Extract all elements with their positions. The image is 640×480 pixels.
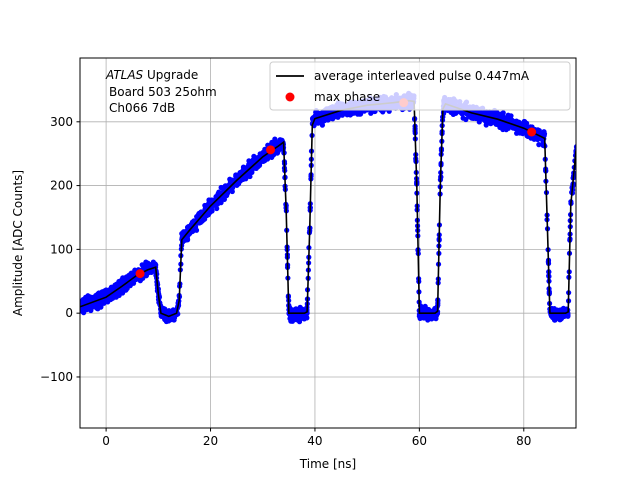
x-tick-label: 0	[102, 434, 110, 448]
sample-point	[256, 162, 263, 168]
sample-point	[205, 210, 211, 216]
sample-point	[229, 188, 235, 195]
annotation-line-2: Board 503 25ohm	[109, 85, 217, 99]
sample-point	[289, 318, 296, 324]
y-axis-ticks: −100 0 100 200 300	[40, 115, 80, 384]
legend-entry-average: average interleaved pulse 0.447mA	[314, 69, 530, 83]
legend-marker-swatch	[285, 92, 295, 102]
axes-frame	[79, 57, 577, 429]
annotation-line-3: Ch066 7dB	[109, 101, 175, 115]
max-phase-point	[527, 127, 537, 137]
sample-point	[573, 145, 576, 151]
sample-point	[217, 199, 224, 205]
annotation-line-1: ATLAS Upgrade	[105, 68, 198, 82]
x-axis-label: Time [ns]	[299, 457, 356, 471]
sample-point	[368, 110, 374, 116]
legend-box	[269, 61, 571, 111]
sample-point	[193, 227, 200, 233]
sample-point	[500, 110, 506, 116]
legend: average interleaved pulse 0.447mA max ph…	[269, 61, 571, 111]
sample-point	[476, 119, 482, 125]
y-tick-label: 200	[50, 179, 73, 193]
x-tick-label: 20	[203, 434, 218, 448]
max-phase-point	[135, 269, 145, 279]
sample-point	[463, 116, 469, 123]
x-tick-label: 40	[307, 434, 322, 448]
y-tick-label: −100	[40, 370, 73, 384]
sample-point	[524, 120, 530, 126]
x-tick-label: 80	[516, 434, 531, 448]
annotation-upgrade: Upgrade	[143, 68, 198, 82]
y-tick-label: 100	[50, 242, 73, 256]
sample-point	[357, 111, 364, 117]
y-tick-label: 300	[50, 115, 73, 129]
sample-point	[209, 208, 215, 214]
y-axis-label: Amplitude [ADC Counts]	[11, 170, 25, 316]
sample-point	[272, 136, 278, 142]
sample-point	[264, 156, 271, 162]
sample-point	[508, 113, 514, 119]
y-tick-label: 0	[65, 306, 73, 320]
sample-point	[565, 313, 571, 319]
max-phase-point	[266, 145, 276, 155]
sample-point	[303, 314, 309, 320]
sample-point	[297, 316, 303, 322]
sample-point	[517, 121, 524, 127]
legend-entry-max-phase: max phase	[314, 90, 380, 104]
sample-point	[541, 129, 547, 135]
sample-point	[536, 142, 542, 148]
sample-point	[224, 192, 230, 199]
atlas-annotation: ATLAS Upgrade Board 503 25ohm Ch066 7dB	[105, 68, 217, 115]
annotation-atlas: ATLAS	[105, 68, 144, 82]
x-tick-label: 60	[412, 434, 427, 448]
sample-point	[433, 316, 439, 322]
x-axis-ticks: 0 20 40 60 80	[102, 428, 531, 448]
sample-point	[184, 235, 190, 241]
